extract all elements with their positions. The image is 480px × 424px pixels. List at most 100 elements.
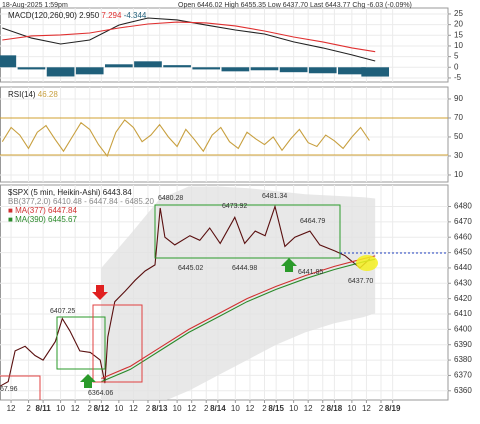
legend-name: MACD(120,260,90) bbox=[8, 11, 77, 20]
legend-title: RSI(14) 46.28 bbox=[8, 90, 58, 99]
text-layer: 18-Aug-2025 1:59pm Open 6446.02 High 645… bbox=[0, 2, 472, 413]
x-tick-label: 12 bbox=[245, 404, 254, 413]
red-box bbox=[92, 304, 143, 383]
y-tick-label: 6420 bbox=[454, 294, 472, 303]
x-tick-label: 12 bbox=[304, 404, 313, 413]
histogram-bar bbox=[105, 64, 133, 68]
series-line bbox=[101, 258, 376, 383]
histogram-bar bbox=[250, 67, 279, 71]
down-arrow bbox=[92, 285, 108, 300]
x-tick-label: 8/14 bbox=[210, 404, 226, 413]
legend-name: $SPX (5 min, Heikin-Ashi) bbox=[8, 188, 101, 197]
price-annotation: 6437.70 bbox=[348, 278, 373, 285]
panel-data bbox=[1, 119, 370, 158]
legend-value: 2.950 bbox=[79, 11, 100, 20]
highlight bbox=[356, 255, 378, 271]
y-tick-label: 10 bbox=[454, 170, 463, 179]
green-box bbox=[154, 204, 341, 259]
x-tick-label: 10 bbox=[114, 404, 123, 413]
histogram-bar bbox=[134, 61, 162, 68]
x-tick-label: 10 bbox=[289, 404, 298, 413]
y-tick-label: 50 bbox=[454, 132, 463, 141]
price-annotation: 6445.02 bbox=[178, 265, 203, 272]
price-annotation: 6481.34 bbox=[262, 193, 287, 200]
x-tick-label: 12 bbox=[187, 404, 196, 413]
price-annotation: 6407.25 bbox=[50, 308, 75, 315]
legend-value: -4.344 bbox=[124, 11, 147, 20]
y-tick-label: 0 bbox=[454, 62, 459, 71]
x-tick-label: 12 bbox=[362, 404, 371, 413]
histogram-bar bbox=[361, 67, 390, 77]
x-tick-label: 10 bbox=[347, 404, 356, 413]
x-tick-label: 10 bbox=[56, 404, 65, 413]
y-tick-label: 6370 bbox=[454, 371, 472, 380]
legend-swatch: ■ bbox=[8, 215, 13, 224]
legend-value: 6443.84 bbox=[103, 188, 132, 197]
y-tick-label: 6460 bbox=[454, 232, 472, 241]
histogram-bar bbox=[192, 67, 221, 70]
y-tick-label: -5 bbox=[454, 73, 462, 82]
y-tick-label: 5 bbox=[454, 52, 459, 61]
y-tick-label: 6440 bbox=[454, 263, 472, 272]
series-line bbox=[2, 21, 376, 53]
date-label: 18-Aug-2025 1:59pm bbox=[2, 2, 68, 9]
x-tick-label: 2 bbox=[26, 404, 31, 413]
panel-data bbox=[0, 17, 390, 77]
x-tick-label: 10 bbox=[173, 404, 182, 413]
panel-frame bbox=[0, 184, 449, 401]
x-tick-label: 8/18 bbox=[327, 404, 343, 413]
legend-name: MA(377) bbox=[15, 206, 46, 215]
legend-value: 6445.67 bbox=[48, 215, 77, 224]
legend-title: MACD(120,260,90) 2.950 7.294 -4.344 bbox=[8, 11, 147, 20]
legend-name: BB(377,2.0) bbox=[8, 197, 51, 206]
histogram-bar bbox=[338, 67, 366, 75]
green-box bbox=[56, 316, 106, 370]
panel-frame bbox=[0, 86, 449, 183]
price-annotation: 6480.28 bbox=[158, 195, 183, 202]
bollinger-band bbox=[101, 186, 376, 400]
y-tick-label: 6410 bbox=[454, 309, 472, 318]
x-tick-label: 2 bbox=[321, 404, 326, 413]
legend-swatch: ■ bbox=[8, 206, 13, 215]
y-tick-label: 10 bbox=[454, 41, 463, 50]
x-tick-label: 2 bbox=[87, 404, 92, 413]
annotation-layer bbox=[0, 204, 448, 400]
series-line bbox=[101, 255, 376, 380]
y-tick-label: 6430 bbox=[454, 278, 472, 287]
y-tick-label: 6400 bbox=[454, 324, 472, 333]
y-tick-label: 15 bbox=[454, 30, 463, 39]
price-annotation: 6464.79 bbox=[300, 218, 325, 225]
x-tick-label: 8/13 bbox=[152, 404, 168, 413]
data-layer bbox=[0, 17, 390, 400]
histogram-bar bbox=[17, 67, 46, 70]
quote-label: Open 6446.02 High 6455.35 Low 6437.70 La… bbox=[178, 2, 412, 9]
legend-entry: BB(377,2.0) 6410.48 - 6447.84 - 6485.20 bbox=[8, 197, 154, 206]
histogram-bar bbox=[163, 65, 191, 68]
x-tick-label: 8/11 bbox=[36, 404, 52, 413]
x-tick-label: 10 bbox=[231, 404, 240, 413]
y-tick-label: 90 bbox=[454, 94, 463, 103]
x-tick-label: 2 bbox=[379, 404, 384, 413]
y-tick-label: 25 bbox=[454, 9, 463, 18]
histogram-bar bbox=[0, 55, 17, 68]
up-arrow bbox=[80, 374, 96, 388]
x-tick-label: 8/19 bbox=[385, 404, 401, 413]
x-tick-label: 8/12 bbox=[94, 404, 110, 413]
legend-value: 6447.84 bbox=[48, 206, 77, 215]
legend-name: MA(390) bbox=[15, 215, 46, 224]
series-line bbox=[0, 204, 371, 387]
price-annotation: 6441.85 bbox=[298, 269, 323, 276]
x-tick-label: 2 bbox=[204, 404, 209, 413]
legend-value: 7.294 bbox=[101, 11, 122, 20]
x-tick-label: 12 bbox=[71, 404, 80, 413]
up-arrow bbox=[281, 258, 297, 272]
price-annotation: 6473.92 bbox=[222, 203, 247, 210]
y-tick-label: 6360 bbox=[454, 386, 472, 395]
histogram-bar bbox=[308, 67, 337, 74]
y-tick-label: 30 bbox=[454, 151, 463, 160]
histogram-bar bbox=[46, 67, 75, 77]
panel-data bbox=[0, 186, 376, 400]
histogram-bar bbox=[279, 67, 308, 73]
histogram-bar bbox=[221, 67, 250, 72]
